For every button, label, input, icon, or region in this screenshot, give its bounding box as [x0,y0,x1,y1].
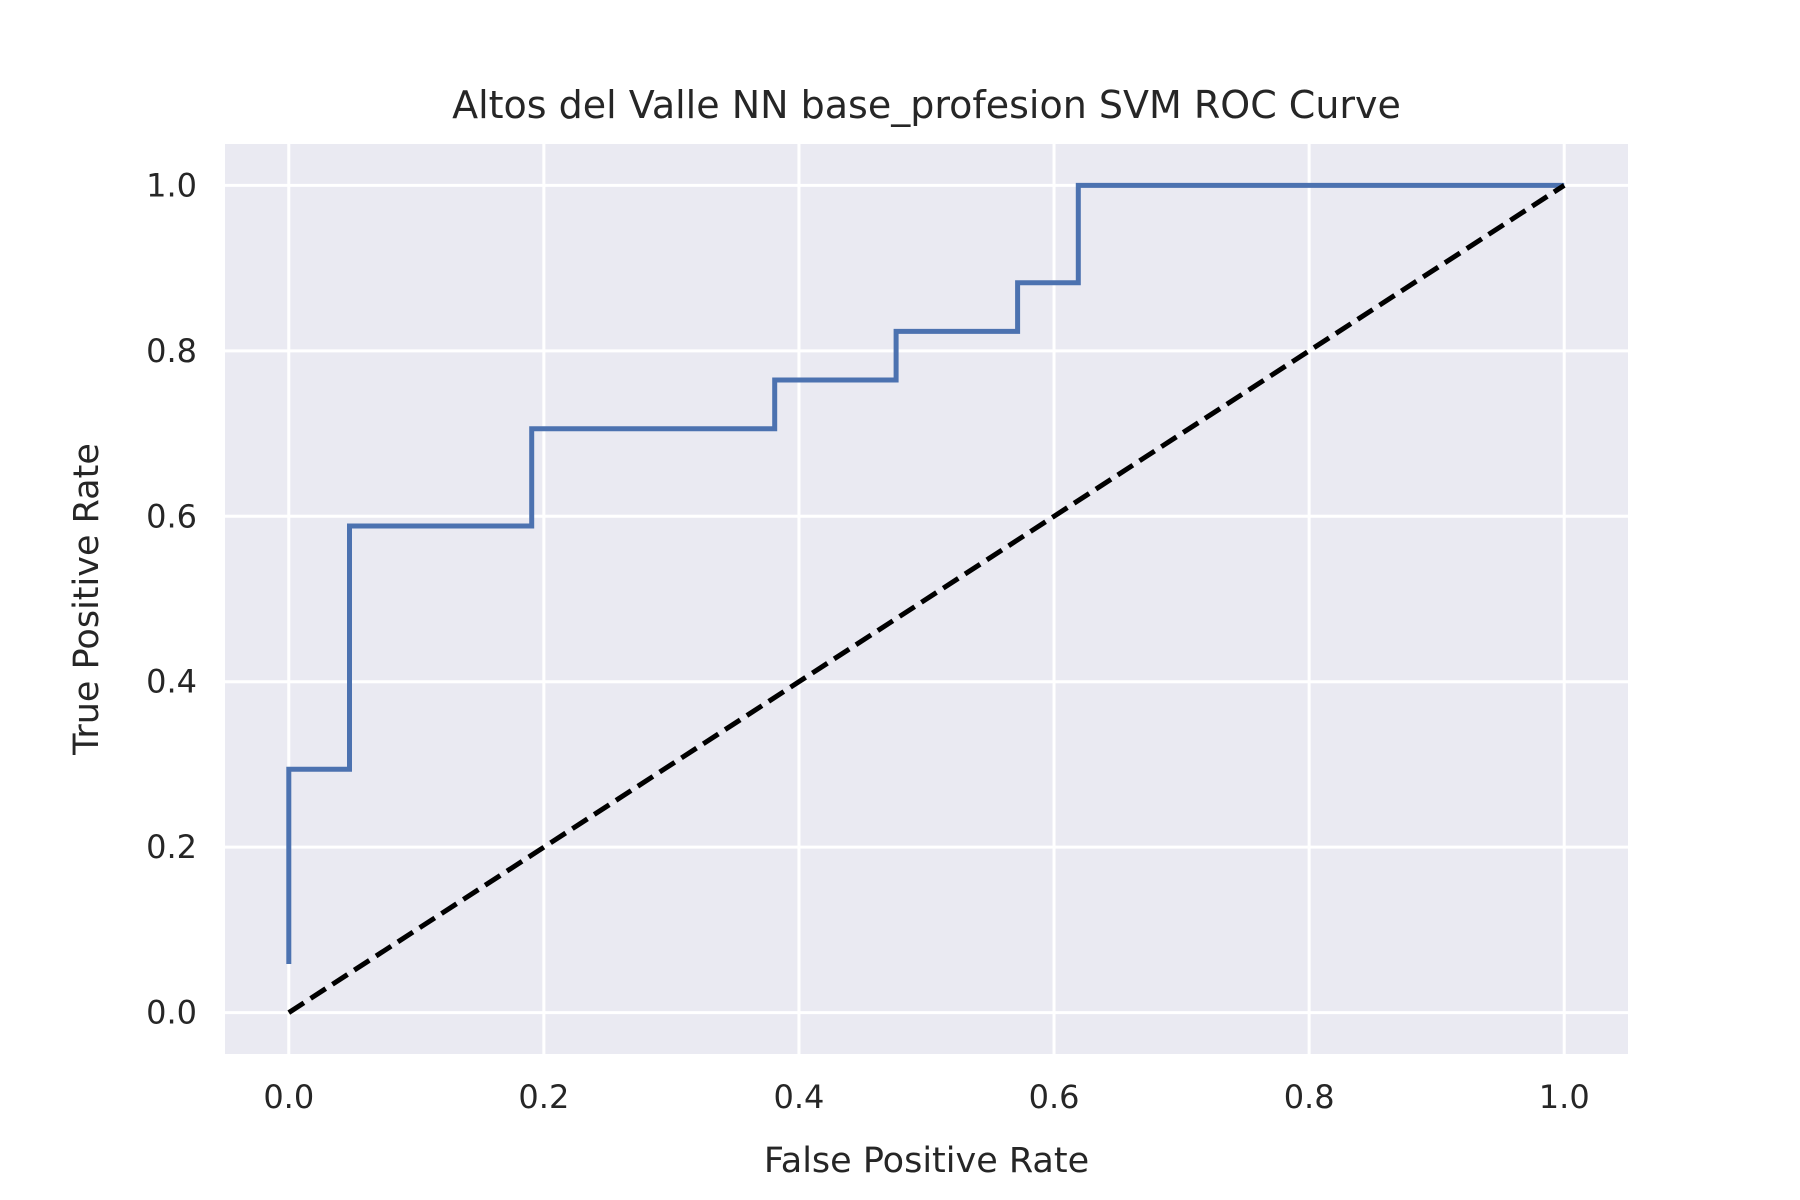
x-tick-label: 0.0 [263,1078,314,1116]
x-tick-label: 0.6 [1029,1078,1080,1116]
x-tick-label: 0.4 [774,1078,825,1116]
x-tick-label: 0.2 [518,1078,569,1116]
x-tick-label: 1.0 [1539,1078,1590,1116]
x-tick-label: 0.8 [1284,1078,1335,1116]
y-tick-label: 0.8 [146,332,197,370]
chart-title: Altos del Valle NN base_profesion SVM RO… [452,83,1401,127]
grid-lines [225,144,1628,1054]
chance-diagonal-line [287,183,1566,1015]
y-tick-label: 0.4 [146,663,197,701]
y-axis-title: True Positive Rate [67,443,107,756]
series-layer [286,182,1566,1015]
tick-labels: 0.0 0.2 0.4 0.6 0.8 1.0 0.0 0.2 0.4 0.6 0.8 1.0 [146,166,1590,1116]
x-axis-title: False Positive Rate [764,1141,1089,1181]
y-tick-label: 0.0 [146,994,197,1032]
y-tick-label: 1.0 [146,166,197,204]
y-tick-label: 0.6 [146,497,197,535]
roc-curve-line [286,182,1565,964]
y-tick-label: 0.2 [146,828,197,866]
